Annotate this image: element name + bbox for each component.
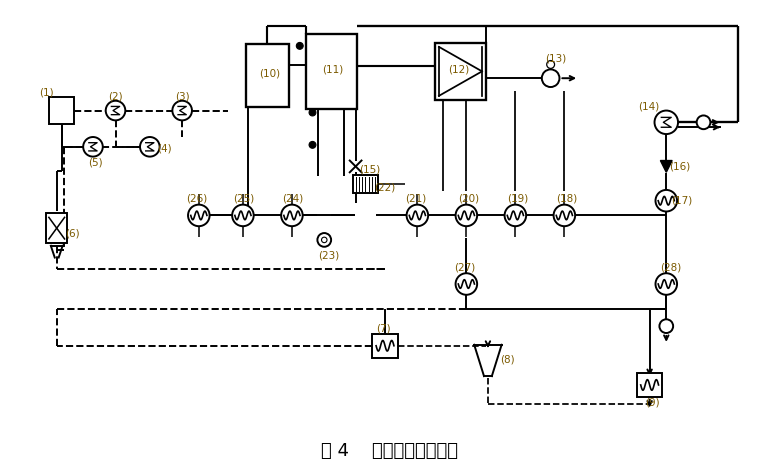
Circle shape xyxy=(659,319,673,333)
Text: (23): (23) xyxy=(319,251,340,260)
Text: (10): (10) xyxy=(259,68,280,78)
Circle shape xyxy=(655,273,677,295)
Circle shape xyxy=(455,273,477,295)
Circle shape xyxy=(309,109,316,116)
Text: (28): (28) xyxy=(661,262,682,272)
Text: (12): (12) xyxy=(448,65,469,74)
Bar xyxy=(353,175,378,193)
Polygon shape xyxy=(660,161,672,172)
Text: (25): (25) xyxy=(233,194,255,204)
Text: (4): (4) xyxy=(157,144,172,154)
Text: (26): (26) xyxy=(186,194,208,204)
Circle shape xyxy=(281,204,303,226)
Circle shape xyxy=(547,61,554,68)
Text: (14): (14) xyxy=(638,102,659,112)
Circle shape xyxy=(106,101,125,121)
Text: (2): (2) xyxy=(108,92,123,102)
Text: (13): (13) xyxy=(545,54,566,64)
Text: (1): (1) xyxy=(39,88,53,98)
Text: (8): (8) xyxy=(500,355,515,365)
Circle shape xyxy=(407,204,428,226)
Bar xyxy=(372,334,398,357)
Circle shape xyxy=(309,141,316,148)
Circle shape xyxy=(655,190,677,211)
Text: (9): (9) xyxy=(645,398,660,407)
Bar xyxy=(46,213,67,243)
Circle shape xyxy=(455,204,477,226)
Text: (27): (27) xyxy=(454,262,475,272)
Text: (11): (11) xyxy=(323,65,344,74)
Bar xyxy=(637,373,662,397)
Bar xyxy=(49,97,74,124)
Text: (16): (16) xyxy=(669,162,691,171)
Circle shape xyxy=(696,115,710,129)
Bar xyxy=(306,34,357,109)
Circle shape xyxy=(655,111,678,134)
Text: (5): (5) xyxy=(88,157,102,168)
Text: (17): (17) xyxy=(672,196,692,206)
Circle shape xyxy=(296,42,303,49)
Circle shape xyxy=(83,137,103,157)
Circle shape xyxy=(554,204,575,226)
Bar xyxy=(245,44,289,106)
Text: (3): (3) xyxy=(174,92,189,102)
Text: (6): (6) xyxy=(65,228,80,238)
Text: (15): (15) xyxy=(359,164,380,174)
Circle shape xyxy=(188,204,210,226)
Circle shape xyxy=(317,233,331,247)
Text: (18): (18) xyxy=(556,194,577,204)
Text: (24): (24) xyxy=(283,194,303,204)
Text: (20): (20) xyxy=(458,194,479,204)
Text: (19): (19) xyxy=(506,194,528,204)
Circle shape xyxy=(321,237,327,243)
Text: (22): (22) xyxy=(374,183,395,193)
Text: (7): (7) xyxy=(376,323,391,333)
Circle shape xyxy=(542,69,560,87)
Circle shape xyxy=(232,204,254,226)
Circle shape xyxy=(140,137,160,157)
Circle shape xyxy=(172,101,192,121)
Text: 图 4    烟气余热利用结构: 图 4 烟气余热利用结构 xyxy=(321,442,459,460)
Text: (21): (21) xyxy=(405,194,426,204)
Bar xyxy=(435,43,486,100)
Circle shape xyxy=(505,204,527,226)
